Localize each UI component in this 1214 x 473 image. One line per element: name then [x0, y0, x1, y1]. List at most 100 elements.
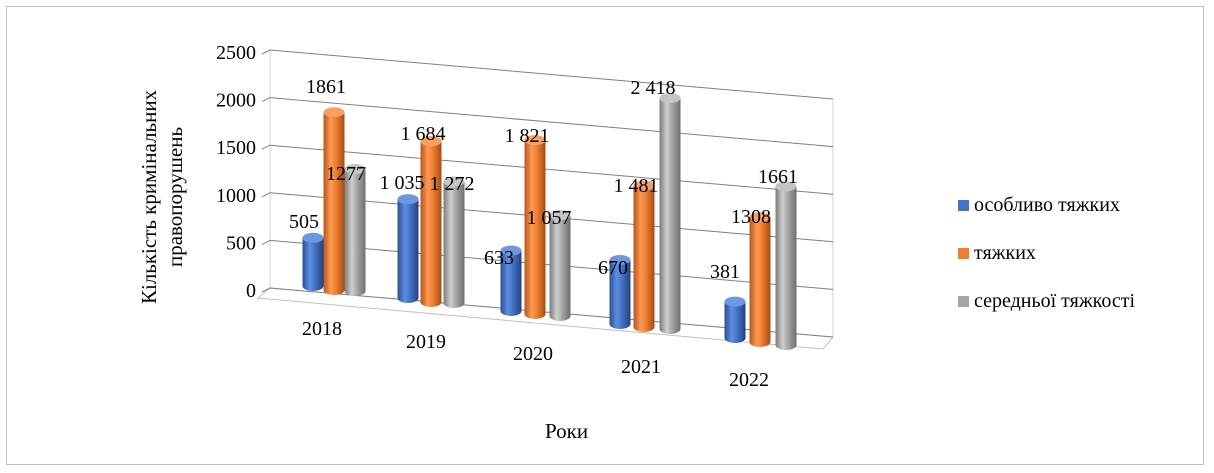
y-tick-label: 1000	[216, 185, 256, 207]
data-label: 670	[598, 257, 628, 279]
bar-body	[397, 199, 419, 303]
bar-body	[609, 260, 631, 329]
bar-body	[633, 185, 655, 332]
data-labels: 505 1 035 633 670 381 1861 1 684 1 821 1 481 1308…	[289, 76, 798, 283]
bar-body	[659, 98, 681, 335]
gridline	[269, 144, 834, 195]
legend-swatch-blue	[958, 200, 969, 211]
x-axis-tick-labels: 2018 2019 2020 2021 2022	[302, 318, 769, 391]
bar-body	[500, 250, 522, 316]
bar-body	[323, 112, 345, 295]
data-label: 1 035	[380, 172, 425, 194]
bar-top	[420, 136, 442, 147]
bar	[500, 245, 522, 316]
bars	[302, 93, 797, 350]
bar-body	[344, 169, 366, 296]
chart-frame	[6, 6, 1204, 465]
y-tick-label: 0	[246, 280, 256, 302]
y-axis-label-line1: Кількість кримінальних	[137, 89, 161, 304]
gridline-side	[261, 239, 271, 245]
data-label: 1 684	[401, 123, 446, 145]
y-tick-label: 2000	[216, 90, 256, 112]
floor	[256, 287, 834, 350]
y-tick-label: 1500	[216, 137, 256, 159]
x-tick-label: 2018	[302, 318, 342, 340]
data-label: 2 418	[631, 77, 676, 99]
bar-body	[724, 301, 746, 343]
x-tick-label: 2020	[513, 343, 553, 365]
bar-top	[323, 107, 345, 118]
bar-top	[724, 296, 746, 307]
bar-top	[500, 245, 522, 256]
data-label: 381	[710, 261, 740, 283]
bar-top	[549, 210, 571, 221]
legend-label: особливо тяжких	[974, 194, 1120, 216]
bar-top	[609, 255, 631, 266]
bar-body	[775, 186, 797, 350]
bar	[775, 181, 797, 350]
bar-top	[443, 176, 465, 187]
data-label: 505	[289, 211, 319, 233]
bar	[323, 107, 345, 295]
bar	[420, 136, 442, 307]
bar	[749, 212, 771, 347]
bar	[524, 135, 546, 319]
legend-item-series-3: середньої тяжкості	[958, 286, 1208, 317]
bar	[724, 296, 746, 343]
data-label: 1 821	[505, 125, 550, 147]
bar-body	[749, 217, 771, 347]
x-tick-label: 2022	[729, 369, 769, 391]
bar-top	[775, 181, 797, 192]
data-label: 1 481	[614, 175, 659, 197]
legend-swatch-orange	[958, 248, 969, 259]
data-label: 1 057	[527, 207, 572, 229]
data-label: 1661	[758, 166, 798, 188]
bar-top	[302, 232, 324, 243]
bar	[633, 180, 655, 332]
data-label: 1 272	[430, 173, 475, 195]
gridline-side	[261, 192, 271, 198]
bar-top	[524, 135, 546, 146]
bar	[397, 194, 419, 303]
bar-body	[443, 181, 465, 308]
legend-item-series-1: особливо тяжких	[958, 190, 1208, 221]
bar	[344, 164, 366, 296]
legend-label: середньої тяжкості	[974, 290, 1136, 312]
bar	[659, 93, 681, 335]
bar	[609, 255, 631, 329]
bar-top	[633, 180, 655, 191]
bar-top	[749, 212, 771, 223]
x-tick-label: 2019	[406, 331, 446, 353]
bar-top	[659, 93, 681, 104]
y-tick-label: 500	[226, 232, 256, 254]
x-tick-label: 2021	[621, 356, 661, 378]
bar	[302, 232, 324, 291]
bar-body	[524, 140, 546, 319]
bar	[443, 176, 465, 308]
gridline-side	[261, 49, 271, 55]
y-tick-label: 2500	[216, 42, 256, 64]
gridline-side	[261, 144, 271, 150]
bar-body	[420, 141, 442, 307]
gridline	[269, 49, 834, 100]
x-axis-label: Роки	[545, 419, 588, 443]
gridline	[269, 97, 834, 148]
bar-body	[302, 237, 324, 291]
bar-body	[549, 215, 571, 321]
legend-label: тяжких	[974, 242, 1036, 264]
legend: особливо тяжких тяжких середньої тяжкост…	[958, 190, 1208, 334]
data-label: 1308	[731, 206, 771, 228]
legend-swatch-gray	[958, 296, 969, 307]
bar-top	[397, 194, 419, 205]
bar-top	[344, 164, 366, 175]
y-axis-tick-labels: 2500 2000 1500 1000 500 0	[216, 42, 256, 302]
data-label: 633	[484, 247, 514, 269]
y-axis-label-line2: правопорушень	[163, 127, 187, 267]
data-label: 1277	[326, 163, 366, 185]
data-label: 1861	[306, 76, 346, 98]
bar	[549, 210, 571, 321]
gridline-side	[261, 287, 271, 293]
legend-item-series-2: тяжких	[958, 238, 1208, 269]
gridline-side	[261, 97, 271, 103]
